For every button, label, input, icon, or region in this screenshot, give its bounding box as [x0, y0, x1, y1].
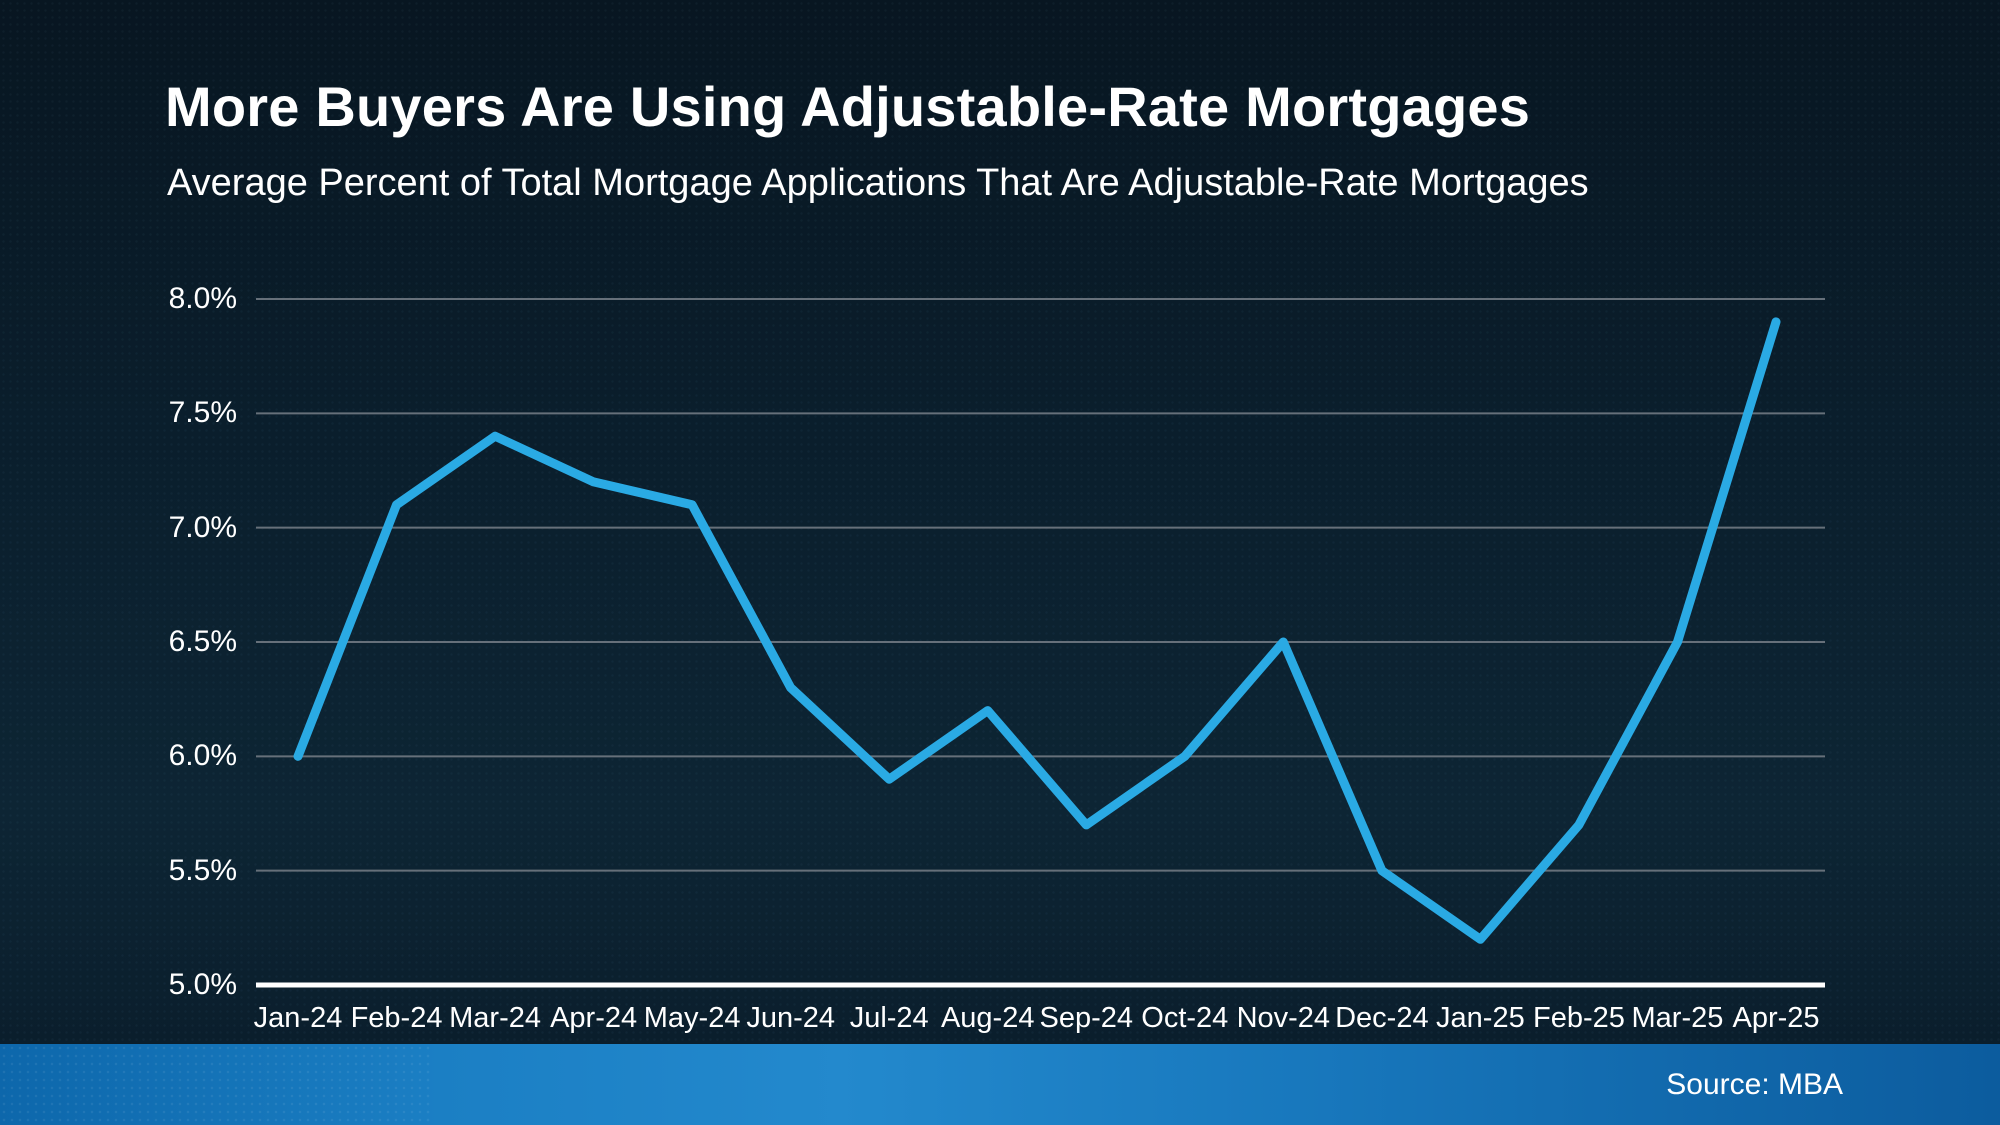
- x-tick-label: Mar-25: [1631, 1002, 1724, 1034]
- chart-svg: [256, 298, 1825, 988]
- x-tick-label: Jul-24: [849, 1002, 929, 1034]
- x-tick-label: Oct-24: [1141, 1002, 1229, 1034]
- x-tick-label: Mar-24: [449, 1002, 541, 1034]
- y-tick-label: 7.5%: [168, 396, 237, 430]
- footer-band-halftone-texture: [0, 1044, 430, 1125]
- source-label: Source: MBA: [1666, 1067, 1843, 1101]
- x-tick-label: Apr-25: [1732, 1002, 1820, 1034]
- y-tick-label: 5.0%: [168, 968, 237, 1001]
- y-tick-label: 8.0%: [168, 282, 237, 315]
- x-tick-label: Aug-24: [940, 1002, 1035, 1034]
- data-line: [293, 317, 1781, 944]
- x-axis-labels: Jan-24 Feb-24 Mar-24 Apr-24 May-24 Jun-24 Jul-…: [0, 1001, 2000, 1041]
- y-tick-label: 6.5%: [168, 625, 237, 658]
- x-tick-label: Feb-24: [350, 1002, 443, 1034]
- y-tick-label: 6.0%: [168, 739, 237, 773]
- x-tick-label: Feb-25: [1532, 1002, 1625, 1034]
- x-tick-label: Jan-24: [253, 1002, 343, 1034]
- chart-plot-area: [256, 298, 1825, 988]
- y-tick-label: 5.5%: [168, 853, 237, 887]
- page-title: More Buyers Are Using Adjustable-Rate Mo…: [165, 75, 1531, 138]
- x-tick-label: Apr-24: [550, 1002, 638, 1034]
- x-tick-label: Sep-24: [1039, 1002, 1134, 1034]
- y-tick-label: 7.0%: [168, 510, 237, 544]
- x-tick-label: Jan-25: [1436, 1002, 1525, 1034]
- x-tick-label: Nov-24: [1236, 1002, 1331, 1034]
- x-tick-label: May-24: [643, 1002, 741, 1034]
- page-subtitle: Average Percent of Total Mortgage Applic…: [167, 162, 1589, 204]
- x-tick-label: Jun-24: [746, 1002, 835, 1034]
- x-tick-label: Dec-24: [1335, 1002, 1429, 1034]
- footer-band: Source: MBA: [0, 1044, 2000, 1125]
